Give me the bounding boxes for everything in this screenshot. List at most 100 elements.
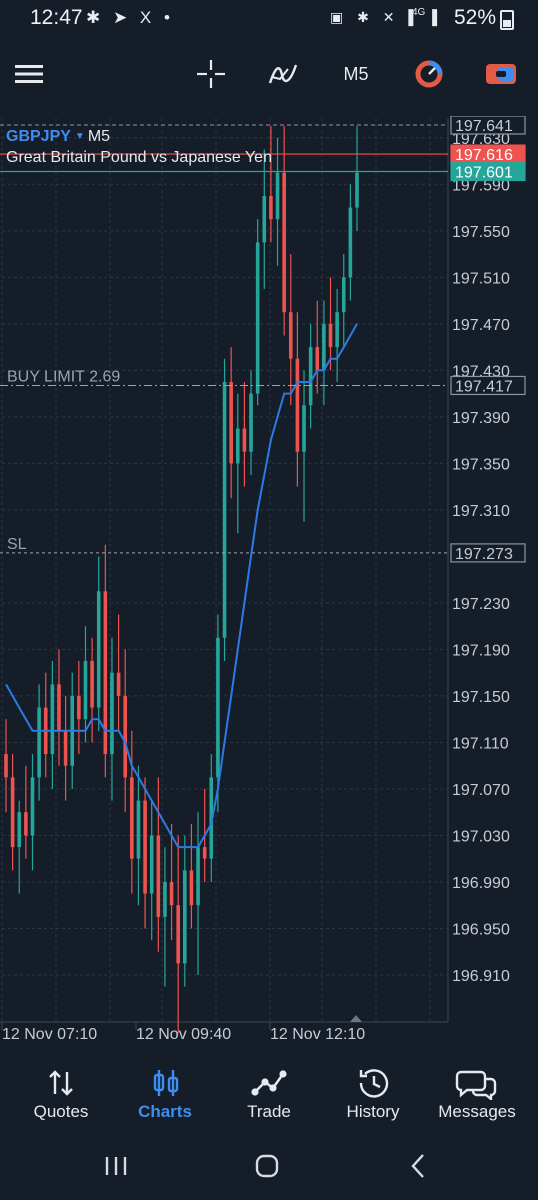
buy-limit-label[interactable]: BUY LIMIT 2.69 xyxy=(7,368,120,385)
time-tick-label: 12 Nov 09:40 xyxy=(136,1026,231,1043)
battery-percent: 52% xyxy=(454,6,497,29)
candle-body xyxy=(341,277,346,313)
crosshair-icon xyxy=(197,60,225,88)
candle-body xyxy=(315,347,320,371)
back-icon xyxy=(411,1154,424,1178)
price-tick-label: 196.950 xyxy=(452,921,510,938)
system-status-icons: ▣ ✱ ✕ ▌ ▌ xyxy=(330,9,448,25)
chart-shift-marker[interactable] xyxy=(350,1015,362,1022)
candle-body xyxy=(130,777,134,859)
price-tick-label: 197.590 xyxy=(452,177,510,194)
candle-body xyxy=(37,707,41,778)
status-time: 12:47 xyxy=(30,6,83,29)
price-tick-label: 197.230 xyxy=(452,596,510,613)
candle-body xyxy=(176,905,180,964)
timeframe-button[interactable]: M5 xyxy=(343,63,369,84)
price-tick-label: 197.030 xyxy=(452,828,510,845)
nav-charts-label: Charts xyxy=(138,1102,192,1121)
candle-body xyxy=(229,381,233,464)
candle-body xyxy=(83,661,88,720)
candle-body xyxy=(335,312,339,348)
candle-body xyxy=(222,381,227,638)
candle-body xyxy=(255,242,260,394)
chart-symbol-header[interactable]: GBPJPY ▼ M5 xyxy=(6,128,110,146)
trade-nav-icon xyxy=(251,1070,287,1096)
price-tick-label: 197.470 xyxy=(452,317,510,334)
symbol-period: M5 xyxy=(87,128,111,145)
chart-canvas[interactable]: 197.630 197.590 197.550 197.510 197.470 197.4… xyxy=(0,115,538,1048)
candle-body xyxy=(24,812,28,836)
candle-body xyxy=(348,207,353,278)
candle-body xyxy=(163,881,167,917)
price-tick-label: 197.070 xyxy=(452,782,510,799)
status-bar: 12:47 ✱ ➤ X • ▣ ✱ ✕ ▌ ▌ 4G 52% xyxy=(0,0,538,36)
candle-body xyxy=(262,195,267,243)
candle-body xyxy=(196,847,200,906)
candle-body xyxy=(63,730,68,766)
time-tick-label: 12 Nov 12:10 xyxy=(270,1026,365,1043)
indicators-icon xyxy=(268,64,298,84)
one-click-trade-button[interactable] xyxy=(480,44,522,104)
bottom-navigation: Quotes Charts Trade History xyxy=(0,1060,538,1132)
objects-icon xyxy=(415,60,443,88)
price-tick-label: 197.550 xyxy=(452,224,510,241)
recents-icon xyxy=(105,1157,127,1175)
candle-body xyxy=(116,672,121,696)
price-tick-label: 197.310 xyxy=(452,503,510,520)
price-tick-label: 197.150 xyxy=(452,689,510,706)
price-tick-label: 196.990 xyxy=(452,875,510,892)
crosshair-button[interactable] xyxy=(190,44,232,104)
price-tick-label: 197.110 xyxy=(452,735,509,752)
notification-icons: ✱ ➤ X • xyxy=(86,8,174,27)
candle-body xyxy=(235,428,240,464)
menu-button[interactable] xyxy=(8,44,50,104)
nav-history[interactable]: History xyxy=(321,1066,425,1130)
buy-limit-price-tag-box xyxy=(450,375,526,396)
candle-body xyxy=(288,312,293,359)
charts-icon xyxy=(153,1070,179,1096)
buy-limit-price-tag-label: 197.417 xyxy=(455,378,513,395)
indicators-button[interactable] xyxy=(262,44,304,104)
candle-body xyxy=(275,172,280,220)
candle-body xyxy=(355,172,359,208)
network-type: 4G xyxy=(412,7,426,18)
candle-body xyxy=(189,870,194,906)
candle-body xyxy=(149,835,154,894)
price-tick-label: 197.630 xyxy=(452,131,510,148)
price-chart[interactable]: 197.630 197.590 197.550 197.510 197.470 197.4… xyxy=(0,115,538,1048)
recents-button[interactable] xyxy=(86,1144,146,1188)
objects-button[interactable] xyxy=(408,44,450,104)
history-icon xyxy=(359,1069,389,1098)
price-tick-label: 197.190 xyxy=(452,642,510,659)
candle-body xyxy=(96,591,101,708)
nav-messages[interactable]: Messages xyxy=(425,1066,529,1130)
candle-body xyxy=(30,777,35,836)
home-icon xyxy=(255,1154,279,1178)
candle-body xyxy=(17,812,22,848)
price-tick-label: 197.510 xyxy=(452,270,510,287)
candle-body xyxy=(209,777,214,859)
trade-icon xyxy=(486,64,516,84)
candle-body xyxy=(136,800,141,859)
candle-body xyxy=(57,684,61,731)
symbol-dropdown-icon[interactable]: ▼ xyxy=(74,131,85,143)
nav-trade[interactable]: Trade xyxy=(217,1066,321,1130)
high-price-tag-label: 197.641 xyxy=(455,118,513,135)
candle-body xyxy=(183,870,187,964)
back-button[interactable] xyxy=(388,1144,448,1188)
candle-body xyxy=(77,695,81,720)
hamburger-icon xyxy=(15,65,43,83)
nav-quotes[interactable]: Quotes xyxy=(9,1066,113,1130)
nav-trade-label: Trade xyxy=(247,1102,291,1121)
nav-charts[interactable]: Charts xyxy=(113,1066,217,1130)
candle-body xyxy=(169,881,174,906)
price-tick-label: 197.390 xyxy=(452,410,510,427)
chart-background xyxy=(0,118,538,1048)
candle-body xyxy=(110,672,114,755)
candle-body xyxy=(103,591,108,755)
moving-average-line xyxy=(5,323,358,849)
nav-messages-label: Messages xyxy=(438,1102,516,1121)
symbol-name[interactable]: GBPJPY xyxy=(6,128,71,145)
stop-loss-label[interactable]: SL xyxy=(7,536,27,553)
home-button[interactable] xyxy=(237,1144,297,1188)
